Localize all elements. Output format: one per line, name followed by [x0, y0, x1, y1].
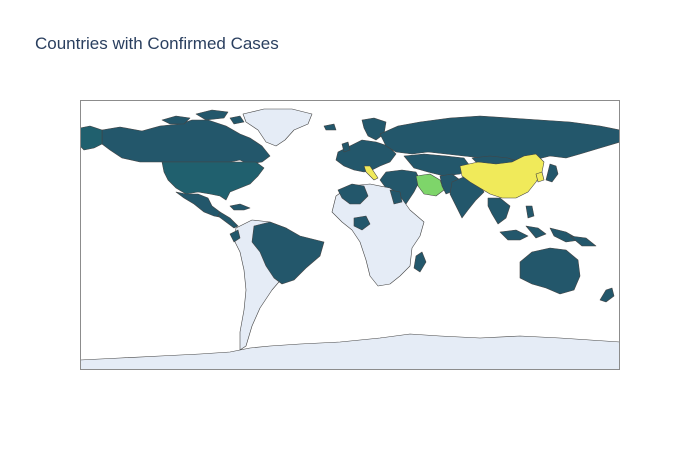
region-north-africa[interactable]: [337, 183, 369, 205]
region-greenland[interactable]: [242, 108, 313, 147]
region-russia[interactable]: [379, 115, 620, 161]
region-europe[interactable]: [335, 139, 397, 173]
region-madagascar[interactable]: [413, 251, 427, 273]
region-iceland[interactable]: [323, 123, 337, 131]
region-new-zealand[interactable]: [599, 287, 615, 303]
region-australia[interactable]: [519, 247, 581, 295]
region-philippines[interactable]: [525, 205, 535, 219]
region-southeast-asia[interactable]: [487, 197, 511, 225]
region-uk[interactable]: [341, 141, 351, 153]
region-ecuador[interactable]: [229, 229, 241, 243]
region-nigeria[interactable]: [353, 215, 371, 231]
region-antarctica[interactable]: [80, 333, 620, 370]
region-africa[interactable]: [331, 183, 425, 287]
region-japan[interactable]: [545, 163, 559, 183]
region-egypt[interactable]: [389, 189, 403, 205]
region-indonesia[interactable]: [499, 225, 581, 243]
region-new-guinea[interactable]: [569, 235, 597, 247]
world-choropleth-map[interactable]: [80, 100, 620, 370]
region-brazil[interactable]: [251, 221, 325, 285]
chart-title: Countries with Confirmed Cases: [35, 34, 279, 53]
map-frame-border: [80, 100, 620, 370]
region-caribbean[interactable]: [229, 203, 251, 211]
region-china[interactable]: [459, 153, 545, 199]
region-italy[interactable]: [363, 165, 379, 181]
region-south-korea[interactable]: [535, 171, 545, 183]
region-united-states[interactable]: [161, 161, 265, 201]
region-iran[interactable]: [415, 173, 445, 197]
region-canada-islands[interactable]: [161, 109, 245, 125]
regions-layer: [80, 108, 620, 370]
region-central-america[interactable]: [217, 211, 239, 229]
